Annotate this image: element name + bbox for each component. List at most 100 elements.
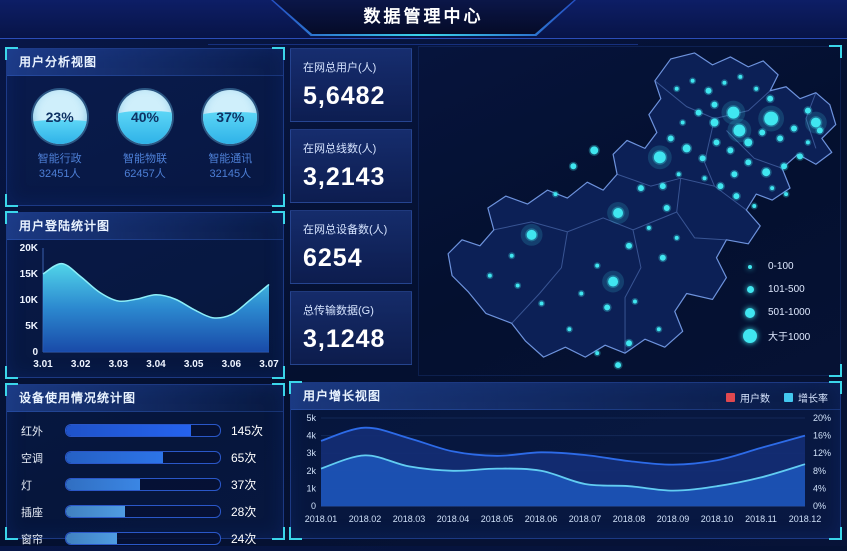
- svg-text:2018.07: 2018.07: [569, 514, 602, 524]
- corner-accent: [272, 527, 285, 540]
- svg-text:3.07: 3.07: [259, 359, 279, 370]
- svg-text:0: 0: [311, 501, 316, 511]
- stat-card-total-lines: 在网总线数(人) 3,2143: [290, 129, 412, 203]
- growth-area-chart: 0 0% 1k 4% 2k 8% 3k 12% 4k 16% 5k 20% 2018.01 2018.02…: [305, 413, 831, 524]
- bar-value: 145次: [231, 424, 264, 438]
- liquid-circle-item: 37% 智能通讯 32145人: [203, 90, 258, 182]
- svg-text:20%: 20%: [813, 413, 831, 423]
- bar-value: 37次: [231, 478, 257, 492]
- bar-category: 窗帘: [21, 533, 43, 546]
- svg-text:2k: 2k: [306, 466, 316, 476]
- corner-accent: [5, 527, 18, 540]
- bar-category: 灯: [21, 479, 32, 492]
- svg-text:3.05: 3.05: [184, 359, 204, 370]
- bar-fill: [66, 506, 125, 517]
- map-scatter-dots: [486, 73, 827, 370]
- legend-item-users[interactable]: 用户数: [726, 390, 770, 405]
- liquid-circle: 40%: [117, 90, 172, 144]
- svg-text:3.04: 3.04: [146, 359, 166, 370]
- map-legend-item[interactable]: 101-500: [741, 278, 810, 301]
- legend-label: 101-500: [768, 284, 805, 295]
- svg-text:2018.03: 2018.03: [393, 514, 426, 524]
- corner-accent: [289, 381, 302, 394]
- corner-accent: [289, 527, 302, 540]
- svg-text:3.06: 3.06: [222, 359, 242, 370]
- corner-accent: [829, 364, 842, 377]
- legend-label: 增长率: [798, 394, 828, 405]
- corner-accent: [829, 527, 842, 540]
- svg-text:5k: 5k: [306, 413, 316, 423]
- legend-swatch-red: [726, 393, 735, 402]
- legend-dot-icon: [745, 307, 755, 318]
- svg-text:10K: 10K: [20, 295, 39, 306]
- map-legend-item[interactable]: 501-1000: [741, 301, 810, 324]
- legend-label: 501-1000: [768, 307, 811, 318]
- title-decoration: [208, 38, 638, 45]
- bar-value: 65次: [231, 451, 257, 465]
- device-bar-row: 空调 65次: [7, 445, 283, 470]
- svg-text:2018.04: 2018.04: [437, 514, 470, 524]
- panel-title: 设备使用情况统计图: [7, 385, 283, 412]
- bar-value: 28次: [231, 505, 257, 519]
- bar-track: [65, 478, 221, 491]
- bar-fill: [66, 533, 117, 544]
- stat-label: 在网总线数(人): [303, 143, 377, 155]
- map-legend-item[interactable]: 大于1000: [741, 324, 810, 347]
- svg-text:2018.05: 2018.05: [481, 514, 514, 524]
- bar-value: 24次: [231, 532, 257, 546]
- panel-title: 用户登陆统计图: [7, 213, 283, 240]
- device-bar-row: 灯 37次: [7, 472, 283, 497]
- device-bar-row: 插座 28次: [7, 499, 283, 524]
- circle-label: 智能通讯: [208, 153, 253, 165]
- legend-swatch-cyan: [784, 393, 793, 402]
- legend-label: 0-100: [768, 261, 794, 272]
- corner-accent: [829, 381, 842, 394]
- svg-text:12%: 12%: [813, 448, 831, 458]
- bar-category: 空调: [21, 452, 43, 465]
- panel-user-growth: 用户增长视图 用户数 增长率 0 0% 1k 4% 2k 8% 3k 12% 4k 16% 5k 20…: [289, 381, 842, 540]
- corner-accent: [5, 366, 18, 379]
- legend-label: 大于1000: [768, 332, 811, 343]
- circle-label: 智能物联: [122, 153, 167, 165]
- svg-text:4%: 4%: [813, 483, 826, 493]
- device-bar-row: 窗帘 24次: [7, 526, 283, 551]
- stat-label: 在网总用户(人): [303, 62, 377, 74]
- stat-label: 在网总设备数(人): [303, 224, 388, 236]
- map-internal-borders: [493, 80, 817, 354]
- circle-count: 32145人: [209, 168, 252, 180]
- legend-dot-icon: [748, 264, 752, 269]
- panel-title: 用户增长视图: [291, 383, 840, 410]
- svg-text:8%: 8%: [813, 466, 826, 476]
- water-fill: [32, 119, 87, 144]
- bar-category: 红外: [21, 425, 43, 438]
- growth-legend: 用户数 增长率: [726, 390, 828, 405]
- panel-device-usage: 设备使用情况统计图 红外 145次 空调 65次 灯 37次 插座 28次 窗帘…: [5, 383, 285, 546]
- legend-dot-icon: [743, 328, 757, 343]
- corner-accent: [272, 366, 285, 379]
- stat-value: 3,2143: [303, 163, 386, 191]
- svg-text:3.01: 3.01: [33, 359, 53, 370]
- svg-text:2018.09: 2018.09: [657, 514, 690, 524]
- corner-accent: [5, 383, 18, 396]
- bar-track: [65, 451, 221, 464]
- login-area-chart: 0 5K 10K 15K 20K 3.01 3.02 3.03 3.04 3.05 3.06 3.07: [20, 243, 280, 370]
- circle-count: 62457人: [124, 168, 166, 180]
- percent-value: 40%: [130, 109, 159, 125]
- legend-item-growth[interactable]: 增长率: [784, 390, 828, 405]
- map-legend-item[interactable]: 0-100: [741, 255, 810, 278]
- svg-text:2018.06: 2018.06: [525, 514, 558, 524]
- liquid-circle: 23%: [32, 90, 87, 144]
- percent-value: 37%: [216, 109, 245, 125]
- svg-text:2018.12: 2018.12: [789, 514, 822, 524]
- svg-text:0%: 0%: [813, 501, 826, 511]
- bar-track: [65, 505, 221, 518]
- legend-label: 用户数: [740, 394, 770, 405]
- stat-value: 5,6482: [303, 82, 386, 110]
- stat-label: 总传输数据(G): [303, 305, 374, 317]
- svg-text:2018.08: 2018.08: [613, 514, 646, 524]
- water-fill: [117, 110, 172, 144]
- device-bar-list: 红外 145次 空调 65次 灯 37次 插座 28次 窗帘 24次: [7, 412, 283, 551]
- corner-accent: [272, 47, 285, 60]
- corner-accent: [272, 194, 285, 207]
- bar-fill: [66, 479, 140, 490]
